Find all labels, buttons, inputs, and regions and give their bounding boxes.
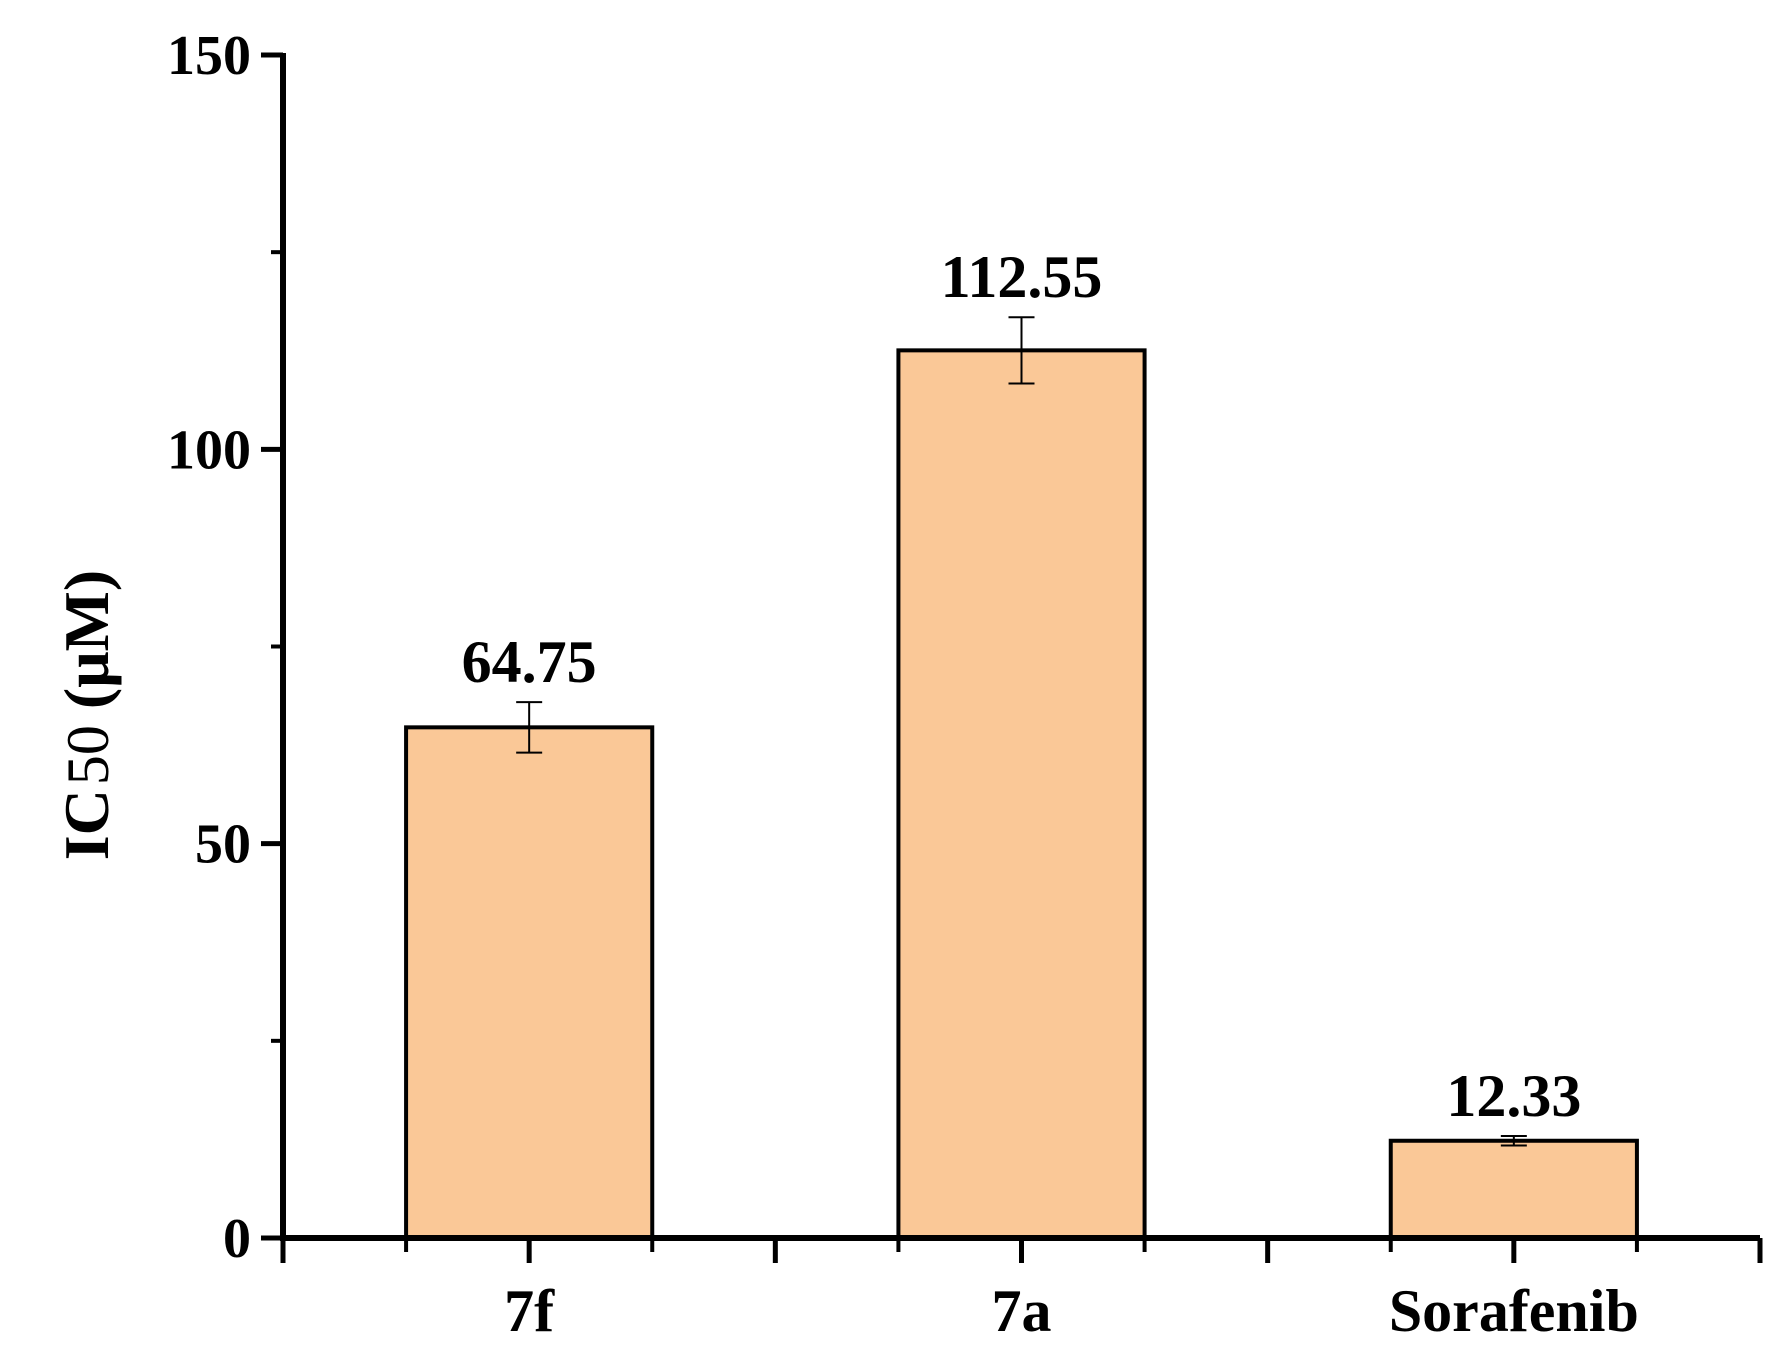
error-bar-7f [516, 701, 543, 754]
axes-layer [261, 52, 1763, 1263]
y-tick-label: 100 [167, 419, 251, 481]
data-label-7a: 112.55 [941, 244, 1103, 310]
error-bar-7a [1008, 316, 1035, 385]
y-tick-label: 50 [195, 814, 251, 876]
y-tick-label: 150 [167, 25, 251, 87]
x-tick-label-7a: 7a [992, 1278, 1052, 1344]
y-axis-title-subscript: 50 [55, 725, 121, 785]
bar-sorafenib [1388, 1138, 1639, 1241]
x-tick-label-7f: 7f [504, 1278, 555, 1344]
error-bar-sorafenib [1500, 1135, 1527, 1147]
bar-7a [896, 348, 1147, 1240]
y-tick-label: 0 [223, 1208, 251, 1270]
data-label-7f: 64.75 [462, 629, 597, 695]
error-bars-layer [516, 316, 1527, 1147]
x-tick-label-sorafenib: Sorafenib [1389, 1278, 1639, 1344]
y-axis-title-unit: (μM) [51, 570, 122, 725]
bar-7f [404, 725, 655, 1240]
y-axis-title: IC50 (μM) [51, 570, 122, 860]
data-label-sorafenib: 12.33 [1446, 1063, 1581, 1129]
y-axis-title-main: IC [51, 789, 122, 860]
labels-layer: 64.75 7f 112.55 7a 12.33 Sorafenib 0 50 100 150 [167, 25, 1639, 1344]
